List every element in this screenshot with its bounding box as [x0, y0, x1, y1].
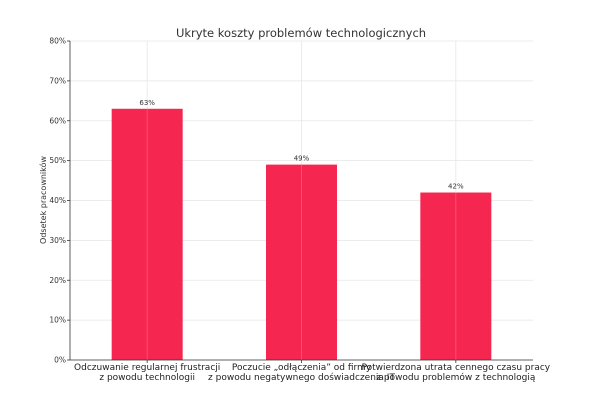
axes	[67, 40, 533, 363]
data-label: 63%	[139, 99, 155, 107]
bar	[266, 164, 337, 360]
bar	[111, 108, 183, 360]
x-tick-label: z powodu negatywnego doświadczenia IT	[208, 372, 395, 383]
y-tick-label: 40%	[49, 196, 66, 205]
labels: 0% 10% 20% 30% 40% 50% 60% 70% 80% 63% Odczuwanie …	[49, 37, 550, 383]
y-axis-label: Odsetek pracowników	[38, 156, 48, 244]
x-tick-label: z powodu technologii	[99, 373, 195, 383]
bar	[420, 192, 492, 360]
y-tick-label: 50%	[49, 156, 66, 165]
x-tick-label: Odczuwanie regularnej frustracji	[74, 363, 220, 373]
y-tick-label: 20%	[49, 276, 66, 285]
x-tick-label: Poczucie „odłączenia” od firmy	[232, 363, 372, 373]
x-tick-label: Potwierdzona utrata cennego czasu pracy	[362, 363, 551, 373]
data-label: 49%	[294, 155, 310, 163]
y-tick-label: 70%	[49, 76, 66, 85]
y-tick-label: 80%	[49, 37, 66, 46]
y-tick-label: 60%	[49, 116, 66, 125]
y-tick-label: 0%	[54, 356, 66, 365]
y-tick-label: 10%	[49, 316, 66, 325]
chart-title: Ukryte koszty problemów technologicznych	[176, 26, 426, 40]
x-tick-label: z powodu problemów z technologią	[376, 372, 536, 383]
data-label: 42%	[448, 183, 464, 191]
y-tick-label: 30%	[49, 236, 66, 245]
bars	[111, 108, 492, 360]
